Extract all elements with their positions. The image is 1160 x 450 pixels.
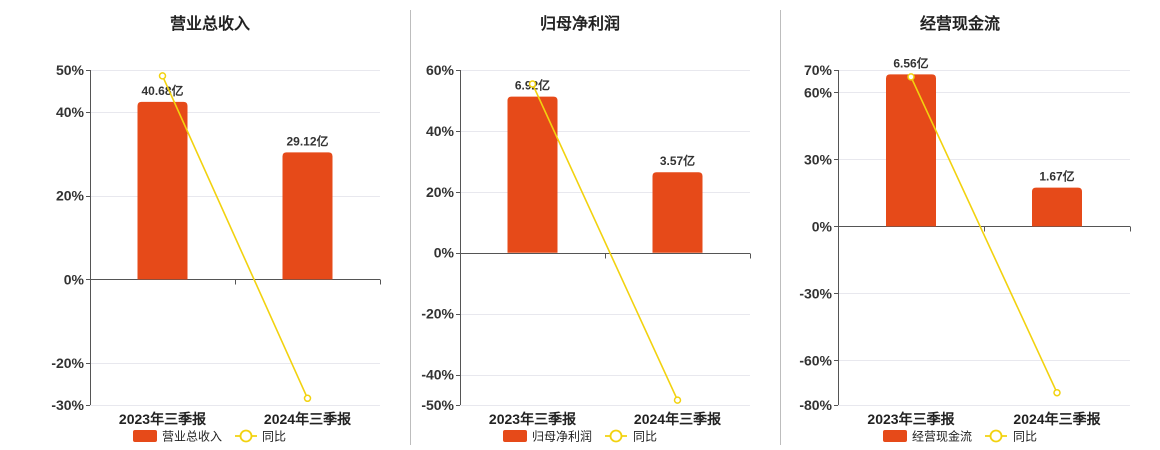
y-tick-label: 0% — [434, 245, 455, 261]
bar — [1032, 187, 1082, 227]
legend-item-yoy[interactable]: 同比 — [985, 430, 1037, 444]
legend-marker-icon — [989, 429, 1003, 443]
yoy-point — [1053, 388, 1061, 397]
x-tick-label: 2023年三季报 — [119, 411, 206, 427]
yoy-point — [907, 73, 915, 81]
y-tick-label: 20% — [56, 188, 85, 204]
legend: 营业总收入 同比 — [133, 430, 286, 444]
yoy-point — [673, 396, 682, 404]
chart-panel-net-profit: 归母净利润 60% 40% 20% 0% -20% -40% -50% 6.92亿3.57亿… — [421, 14, 751, 444]
chart-title: 归母净利润 — [540, 14, 620, 33]
bar — [886, 74, 936, 227]
yoy-point — [158, 72, 167, 80]
y-tick-label: 40% — [56, 104, 85, 120]
grid-and-axes: 60% 40% 20% 0% -20% -40% -50% — [421, 62, 751, 413]
yoy-point — [303, 394, 312, 403]
y-tick-label: 60% — [426, 62, 455, 78]
legend-bar-swatch — [133, 430, 157, 442]
x-tick-label: 2023年三季报 — [867, 411, 954, 427]
yoy-point — [528, 80, 537, 88]
y-tick-label: 70% — [804, 62, 833, 78]
bar — [282, 152, 333, 280]
yoy-line — [161, 75, 309, 399]
bar — [137, 101, 188, 280]
bar-value-label: 1.67亿 — [1039, 169, 1074, 184]
x-tick-label: 2024年三季报 — [1013, 411, 1100, 427]
bar-series — [886, 74, 1082, 227]
y-tick-label: 0% — [812, 218, 833, 234]
legend: 归母净利润 同比 — [503, 430, 657, 444]
legend-item-revenue[interactable]: 营业总收入 — [133, 430, 222, 444]
yoy-line — [910, 76, 1058, 394]
y-tick-label: 20% — [426, 184, 455, 200]
y-tick-label: 50% — [56, 62, 85, 78]
bar-series — [137, 101, 333, 280]
bar — [652, 172, 703, 253]
bar-value-label: 29.12亿 — [286, 133, 328, 148]
x-tick-label: 2023年三季报 — [489, 411, 576, 427]
y-tick-label: -60% — [799, 352, 832, 368]
y-tick-label: -80% — [799, 397, 832, 413]
grid-and-axes: 70% 60% 30% 0% -30% -60% -80% — [799, 62, 1131, 413]
y-tick-label: 30% — [804, 151, 833, 167]
chart-title: 经营现金流 — [920, 14, 1000, 33]
chart-title: 营业总收入 — [170, 14, 250, 33]
x-tick-label: 2024年三季报 — [634, 411, 721, 427]
bar — [507, 96, 558, 253]
bar-series — [507, 96, 703, 253]
y-tick-label: -50% — [421, 397, 454, 413]
labels-and-line: 6.92亿3.57亿 — [515, 78, 695, 404]
legend-marker-icon — [239, 429, 253, 443]
legend: 经营现金流 同比 — [883, 429, 1037, 444]
legend-label: 同比 — [262, 430, 286, 444]
legend-label: 同比 — [633, 430, 657, 444]
legend-label: 同比 — [1013, 430, 1037, 444]
bar-value-label: 3.57亿 — [660, 153, 695, 168]
y-tick-label: 0% — [64, 271, 85, 287]
legend-label: 营业总收入 — [162, 430, 222, 444]
legend-item-operating-cash-flow[interactable]: 经营现金流 — [883, 429, 972, 444]
y-tick-label: -20% — [51, 355, 84, 371]
bar-value-label: 6.56亿 — [893, 55, 928, 70]
y-tick-label: 60% — [804, 84, 833, 100]
legend-label: 经营现金流 — [912, 429, 972, 444]
chart-panel-operating-cash-flow: 经营现金流 70% 60% 30% 0% -30% -60% -80% 6.56亿 1.67亿… — [799, 14, 1131, 444]
legend-marker-icon — [609, 429, 623, 443]
y-tick-label: -20% — [421, 306, 454, 322]
legend-item-yoy[interactable]: 同比 — [605, 430, 657, 444]
y-tick-label: 40% — [426, 123, 455, 139]
x-tick-label: 2024年三季报 — [264, 411, 351, 427]
legend-bar-swatch — [883, 430, 907, 442]
bar-value-label: 40.68亿 — [141, 83, 183, 98]
labels-and-line: 40.68亿 29.12亿 — [141, 72, 329, 403]
legend-label: 归母净利润 — [532, 430, 592, 444]
chart-panel-revenue: 营业总收入 50% 40% 20% 0% -20% -30% 40.68亿 29.12亿 2… — [51, 14, 381, 444]
labels-and-line: 6.56亿 1.67亿 — [893, 55, 1075, 397]
y-tick-label: -30% — [799, 285, 832, 301]
legend-item-yoy[interactable]: 同比 — [235, 430, 286, 444]
y-tick-label: -40% — [421, 367, 454, 383]
legend-item-net-profit[interactable]: 归母净利润 — [503, 430, 592, 444]
legend-bar-swatch — [503, 430, 527, 442]
yoy-line — [531, 83, 679, 401]
y-tick-label: -30% — [51, 397, 84, 413]
